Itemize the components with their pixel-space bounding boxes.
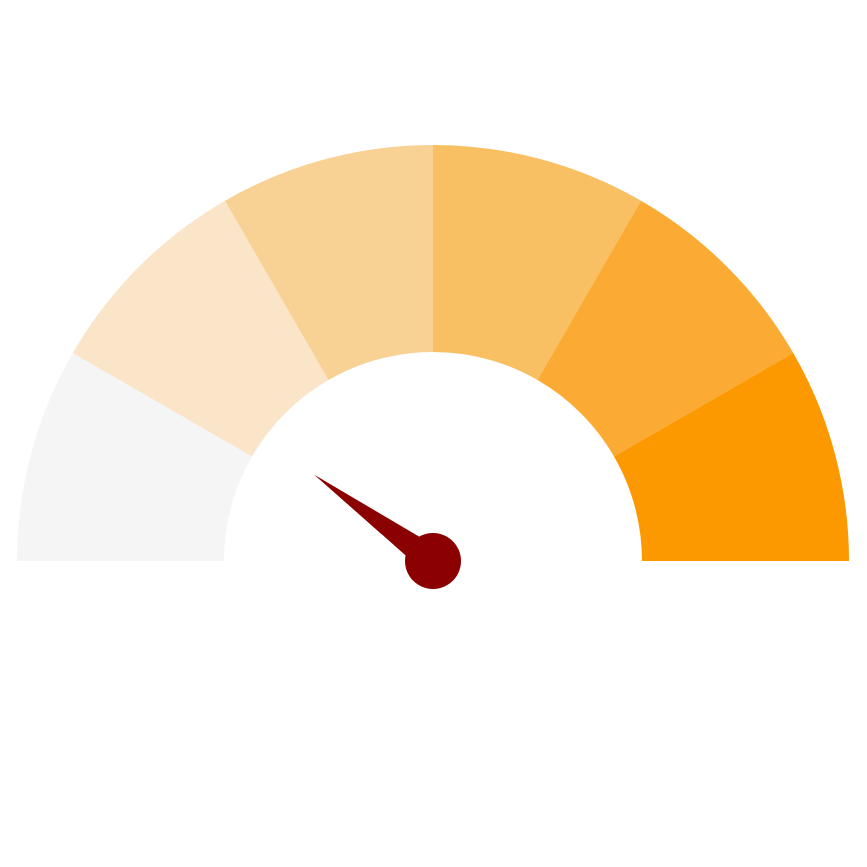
gauge-segment-3 (225, 145, 433, 381)
gauge-segments (17, 145, 849, 561)
gauge-needle-group (314, 474, 461, 589)
gauge-segment-4 (433, 145, 641, 381)
gauge-segment-5 (537, 200, 794, 457)
gauge-segment-1 (17, 353, 253, 561)
gauge-segment-2 (72, 200, 329, 457)
gauge-needle-hub (405, 533, 461, 589)
gauge-segment-6 (613, 353, 849, 561)
